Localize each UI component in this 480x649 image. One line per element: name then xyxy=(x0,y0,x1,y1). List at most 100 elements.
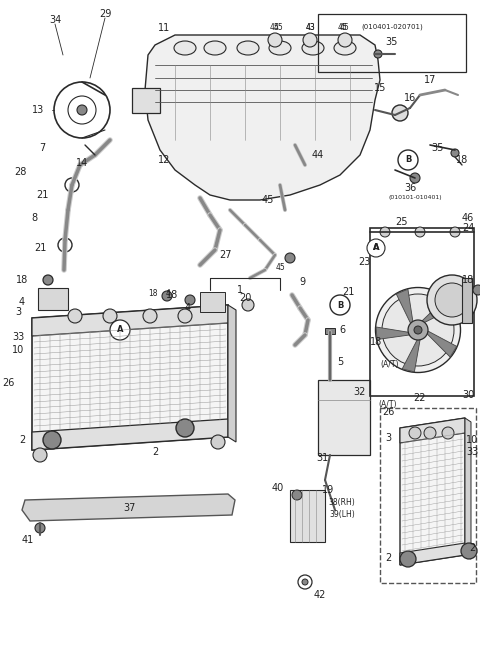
Ellipse shape xyxy=(174,41,196,55)
Text: 45: 45 xyxy=(270,23,280,32)
Text: 4: 4 xyxy=(19,297,25,307)
Text: 18: 18 xyxy=(148,289,158,297)
Text: 26: 26 xyxy=(382,407,394,417)
Text: 7: 7 xyxy=(39,143,45,153)
Text: 45: 45 xyxy=(273,23,283,32)
Text: 14: 14 xyxy=(76,158,88,168)
Text: 31: 31 xyxy=(316,453,328,463)
Text: 37: 37 xyxy=(124,503,136,513)
Ellipse shape xyxy=(334,41,356,55)
Polygon shape xyxy=(396,289,413,325)
Polygon shape xyxy=(32,305,228,450)
Ellipse shape xyxy=(237,41,259,55)
Text: (A/T): (A/T) xyxy=(379,400,397,410)
Text: 41: 41 xyxy=(22,535,34,545)
Circle shape xyxy=(162,291,172,301)
Bar xyxy=(38,288,68,310)
Text: 22: 22 xyxy=(414,393,426,403)
Circle shape xyxy=(383,347,393,357)
Circle shape xyxy=(268,33,282,47)
Polygon shape xyxy=(400,418,465,443)
Bar xyxy=(370,228,474,396)
Ellipse shape xyxy=(269,41,291,55)
Text: 3: 3 xyxy=(15,307,21,317)
Circle shape xyxy=(414,326,422,334)
Circle shape xyxy=(400,551,416,567)
Polygon shape xyxy=(376,327,411,339)
Circle shape xyxy=(178,309,192,323)
Circle shape xyxy=(143,309,157,323)
Circle shape xyxy=(176,419,194,437)
Text: (010101-010401): (010101-010401) xyxy=(388,195,442,201)
Circle shape xyxy=(68,309,82,323)
Text: 16: 16 xyxy=(404,93,416,103)
Circle shape xyxy=(110,320,130,340)
Bar xyxy=(318,380,370,455)
Ellipse shape xyxy=(375,288,460,373)
Text: 6: 6 xyxy=(339,325,345,335)
Circle shape xyxy=(427,275,477,325)
Bar xyxy=(462,278,472,323)
Text: A: A xyxy=(373,243,379,252)
Circle shape xyxy=(392,105,408,121)
Text: B: B xyxy=(405,156,411,164)
Text: 35: 35 xyxy=(386,37,398,47)
Circle shape xyxy=(374,50,382,58)
Text: 45: 45 xyxy=(275,263,285,273)
Text: 9: 9 xyxy=(299,277,305,287)
Text: 33: 33 xyxy=(12,332,24,342)
Text: 18: 18 xyxy=(166,290,178,300)
Text: 13: 13 xyxy=(32,105,44,115)
Polygon shape xyxy=(228,305,236,442)
Polygon shape xyxy=(426,330,456,357)
Bar xyxy=(200,292,225,312)
Text: 27: 27 xyxy=(219,250,231,260)
Circle shape xyxy=(330,295,350,315)
Circle shape xyxy=(43,275,53,285)
Circle shape xyxy=(409,427,421,439)
Text: 4: 4 xyxy=(185,303,191,313)
Text: 18: 18 xyxy=(456,155,468,165)
Polygon shape xyxy=(465,418,471,559)
Text: 10: 10 xyxy=(12,345,24,355)
Circle shape xyxy=(35,523,45,533)
Text: 2: 2 xyxy=(19,435,25,445)
Text: 45: 45 xyxy=(338,23,348,32)
Text: 39(LH): 39(LH) xyxy=(329,511,355,519)
Text: 10: 10 xyxy=(466,435,478,445)
Ellipse shape xyxy=(302,41,324,55)
Text: 15: 15 xyxy=(374,83,386,93)
Text: 26: 26 xyxy=(2,378,14,388)
Polygon shape xyxy=(400,418,465,565)
Text: 1: 1 xyxy=(237,285,243,295)
Text: 21: 21 xyxy=(342,287,354,297)
Circle shape xyxy=(292,490,302,500)
Text: 5: 5 xyxy=(337,357,343,367)
Text: 18: 18 xyxy=(16,275,28,285)
Polygon shape xyxy=(22,494,235,521)
Text: A: A xyxy=(117,326,123,334)
Text: 19: 19 xyxy=(322,485,334,495)
Circle shape xyxy=(410,173,420,183)
Polygon shape xyxy=(400,543,465,565)
Text: 33: 33 xyxy=(466,447,478,457)
Ellipse shape xyxy=(204,41,226,55)
Circle shape xyxy=(303,33,317,47)
Circle shape xyxy=(338,33,352,47)
Text: 18: 18 xyxy=(370,337,382,347)
Text: 8: 8 xyxy=(31,213,37,223)
Circle shape xyxy=(103,309,117,323)
Polygon shape xyxy=(420,299,454,323)
Text: 43: 43 xyxy=(305,23,315,32)
Ellipse shape xyxy=(382,294,454,366)
Circle shape xyxy=(367,239,385,257)
Circle shape xyxy=(435,283,469,317)
Text: 4: 4 xyxy=(166,289,170,297)
Circle shape xyxy=(442,427,454,439)
Bar xyxy=(290,490,325,542)
Text: 11: 11 xyxy=(158,23,170,33)
Text: 29: 29 xyxy=(99,9,111,19)
Text: 36: 36 xyxy=(404,183,416,193)
Text: 42: 42 xyxy=(314,590,326,600)
Polygon shape xyxy=(402,337,420,372)
